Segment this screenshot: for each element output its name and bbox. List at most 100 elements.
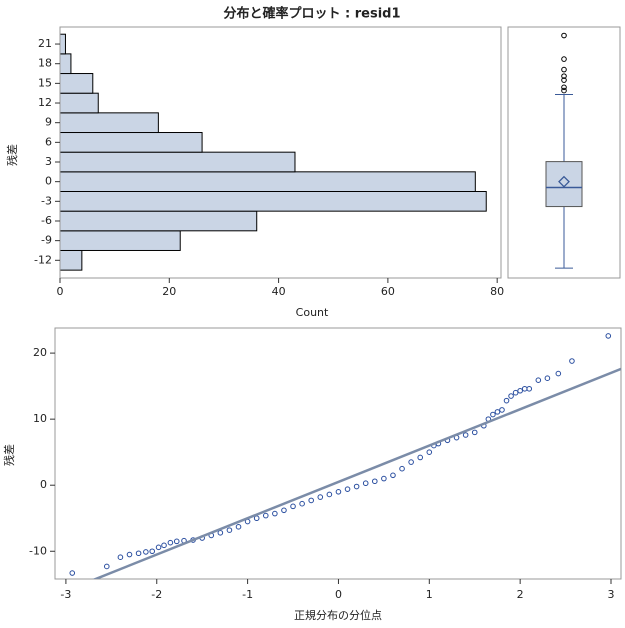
- y-axis-label: 残差: [5, 144, 19, 166]
- plot-frame: [54, 327, 622, 580]
- point: [408, 459, 414, 465]
- y-tick-label: 9: [45, 116, 52, 129]
- point: [399, 465, 405, 472]
- point: [517, 387, 523, 394]
- outlier: [561, 32, 567, 39]
- bar: [59, 132, 203, 153]
- point: [371, 478, 378, 485]
- point: [326, 491, 333, 498]
- y-tick-label: 18: [38, 57, 52, 70]
- bar: [59, 249, 83, 271]
- y-tick-label: 21: [38, 37, 52, 50]
- point: [503, 397, 510, 404]
- point: [308, 497, 314, 504]
- point: [335, 489, 342, 495]
- point: [471, 429, 478, 436]
- point: [512, 389, 519, 396]
- y-tick-label: 6: [45, 135, 52, 148]
- bar: [59, 53, 72, 75]
- point: [526, 385, 533, 392]
- point: [521, 385, 528, 392]
- y-tick-label: -3: [41, 194, 52, 207]
- point: [490, 411, 496, 418]
- y-axis-label: 残差: [2, 444, 16, 466]
- outlier: [561, 73, 567, 79]
- plot-frame: [507, 26, 621, 279]
- bar: [59, 33, 66, 55]
- point: [226, 527, 233, 533]
- y-tick-label: -10: [29, 544, 47, 557]
- x-tick-label: -1: [242, 588, 253, 601]
- point: [299, 500, 305, 507]
- outlier: [561, 84, 567, 91]
- point: [167, 539, 174, 546]
- bar: [59, 230, 181, 251]
- y-tick-label: 0: [45, 175, 52, 188]
- point: [317, 494, 324, 500]
- point: [217, 529, 224, 536]
- point: [69, 570, 76, 576]
- point: [462, 432, 469, 438]
- point: [353, 483, 360, 490]
- x-tick-label: 3: [608, 588, 615, 601]
- outlier: [561, 77, 567, 83]
- point: [508, 393, 514, 399]
- point: [362, 480, 369, 487]
- x-tick-label: 2: [517, 588, 524, 601]
- clip-group: [69, 333, 621, 579]
- point: [235, 524, 242, 530]
- y-tick-label: 10: [33, 412, 47, 425]
- x-tick-label: -3: [60, 588, 71, 601]
- point: [117, 554, 124, 561]
- x-tick-label: 20: [162, 285, 176, 298]
- point: [535, 377, 542, 383]
- point: [149, 548, 156, 555]
- point: [143, 549, 149, 555]
- point: [272, 510, 278, 517]
- y-tick-label: 0: [40, 478, 47, 491]
- bar: [59, 112, 159, 134]
- y-tick-label: 20: [33, 346, 47, 359]
- point: [344, 486, 351, 492]
- point: [381, 475, 387, 482]
- point: [173, 538, 180, 545]
- outlier: [561, 66, 567, 73]
- x-tick-label: 0: [335, 588, 342, 601]
- point: [155, 544, 162, 551]
- point: [126, 551, 133, 558]
- x-tick-label: 40: [272, 285, 286, 298]
- y-tick-label: -6: [41, 214, 52, 227]
- y-tick-label: 15: [38, 76, 52, 89]
- point: [290, 503, 296, 510]
- point: [417, 454, 424, 461]
- x-tick-label: 60: [381, 285, 395, 298]
- point: [544, 375, 551, 382]
- bar: [59, 73, 94, 94]
- x-axis-label: Count: [296, 306, 329, 319]
- chart-title: 分布と確率プロット : resid1: [223, 6, 400, 22]
- bar: [59, 190, 487, 212]
- point: [499, 407, 505, 413]
- point: [135, 550, 142, 557]
- y-tick-label: 3: [45, 155, 52, 168]
- bar: [59, 171, 476, 192]
- outlier: [561, 87, 567, 94]
- point: [494, 409, 501, 415]
- point: [161, 542, 167, 549]
- bar: [59, 151, 296, 173]
- point: [555, 370, 562, 377]
- point: [103, 563, 110, 570]
- x-tick-label: 0: [57, 285, 64, 298]
- outlier: [561, 56, 567, 62]
- y-tick-label: 12: [38, 96, 52, 109]
- point: [390, 472, 396, 479]
- point: [569, 358, 575, 364]
- point: [605, 333, 612, 339]
- box: [545, 161, 583, 208]
- x-tick-label: -2: [151, 588, 162, 601]
- plot-frame: [59, 26, 502, 279]
- point: [262, 512, 269, 519]
- bar: [59, 92, 99, 114]
- y-tick-label: -9: [41, 234, 52, 247]
